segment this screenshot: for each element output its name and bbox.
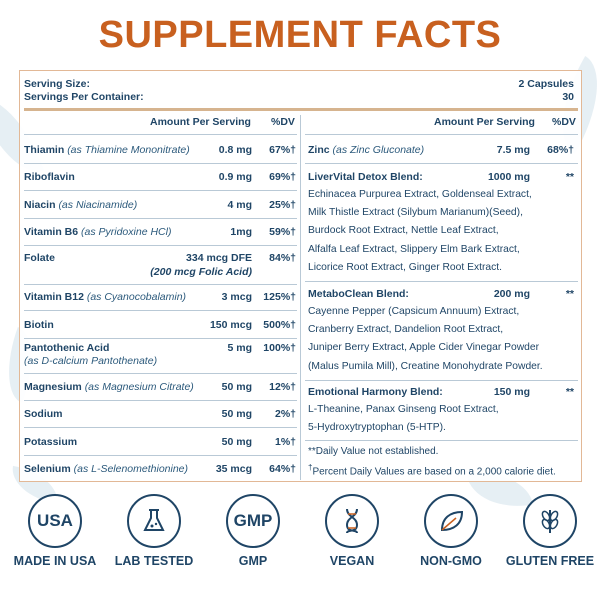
blend-header-emotional-harmony: Emotional Harmony Blend: 150 mg ** — [308, 386, 574, 398]
divider — [305, 163, 578, 164]
divider — [24, 134, 297, 135]
divider — [24, 108, 578, 111]
servings-per-container-label: Servings Per Container: — [24, 91, 144, 103]
divider — [305, 440, 578, 441]
divider — [24, 190, 297, 191]
badge-vegan: VEGAN — [302, 494, 402, 568]
nutrient-row-riboflavin: Riboflavin 0.9 mg 69%† — [24, 171, 296, 183]
blend-header-metaboclean: MetaboClean Blend: 200 mg ** — [308, 288, 574, 300]
serving-size-value: 2 Capsules — [518, 78, 574, 90]
badge-gmp: GMP GMP — [203, 494, 303, 568]
nutrient-row-magnesium: Magnesium (as Magnesium Citrate) 50 mg 12… — [24, 381, 296, 393]
nutrient-row-biotin: Biotin 150 mcg 500%† — [24, 319, 296, 331]
nutrient-row-pantothenic-acid: Pantothenic Acid 5 mg 100%† (as D-calcium… — [24, 342, 296, 367]
dv-header-right: %DV — [552, 116, 576, 128]
badge-made-in-usa: USA MADE IN USA — [5, 494, 105, 568]
nutrient-row-zinc: Zinc (as Zinc Gluconate) 7.5 mg 68%† — [308, 144, 574, 156]
flask-icon — [127, 494, 181, 548]
blend-ingredients-metaboclean: Cayenne Pepper (Capsicum Annuum) Extract… — [308, 306, 543, 372]
divider — [305, 380, 578, 381]
badge-gluten-free: GLUTEN FREE — [500, 494, 600, 568]
badge-non-gmo: NON-GMO — [401, 494, 501, 568]
divider — [24, 218, 297, 219]
page-title: SUPPLEMENT FACTS — [98, 14, 502, 56]
footnote-percent-daily-value: †Percent Daily Values are based on a 2,0… — [308, 463, 556, 478]
divider — [24, 284, 297, 285]
nutrient-row-niacin: Niacin (as Niacinamide) 4 mg 25%† — [24, 199, 296, 211]
nutrient-row-sodium: Sodium 50 mg 2%† — [24, 408, 296, 420]
column-divider — [300, 115, 301, 480]
dv-header-left: %DV — [271, 116, 295, 128]
servings-per-container-value: 30 — [562, 91, 574, 103]
blend-ingredients-emotional-harmony: L-Theanine, Panax Ginseng Root Extract, … — [308, 404, 499, 434]
leaf-icon — [424, 494, 478, 548]
footnote-daily-value: **Daily Value not established. — [308, 446, 439, 457]
nutrient-row-folate: Folate 334 mcg DFE 84%† (200 mcg Folic Ac… — [24, 252, 296, 278]
wheat-icon — [523, 494, 577, 548]
divider — [24, 245, 297, 246]
gmp-badge-icon: GMP — [226, 494, 280, 548]
nutrient-row-selenium: Selenium (as L-Selenomethionine) 35 mcg 6… — [24, 463, 296, 475]
nutrient-row-vitamin-b12: Vitamin B12 (as Cyanocobalamin) 3 mcg 125… — [24, 291, 296, 303]
divider — [305, 134, 578, 135]
serving-info: Serving Size: 2 Capsules Servings Per Con… — [24, 78, 578, 104]
divider — [24, 310, 297, 311]
usa-badge-icon: USA — [28, 494, 82, 548]
badge-lab-tested: LAB TESTED — [104, 494, 204, 568]
nutrient-row-potassium: Potassium 50 mg 1%† — [24, 436, 296, 448]
divider — [24, 455, 297, 456]
blend-ingredients-livervital: Echinacea Purpurea Extract, Goldenseal E… — [308, 189, 532, 273]
nutrient-row-vitamin-b6: Vitamin B6 (as Pyridoxine HCl) 1mg 59%† — [24, 226, 296, 238]
amount-header-left: Amount Per Serving — [150, 116, 251, 128]
divider — [24, 373, 297, 374]
nutrient-row-thiamin: Thiamin (as Thiamine Mononitrate) 0.8 mg… — [24, 144, 296, 156]
dna-icon — [325, 494, 379, 548]
divider — [24, 338, 297, 339]
serving-size-label: Serving Size: — [24, 78, 90, 90]
amount-header-right: Amount Per Serving — [434, 116, 535, 128]
blend-header-livervital: LiverVital Detox Blend: 1000 mg ** — [308, 171, 574, 183]
divider — [24, 163, 297, 164]
divider — [24, 427, 297, 428]
divider — [305, 281, 578, 282]
divider — [24, 400, 297, 401]
